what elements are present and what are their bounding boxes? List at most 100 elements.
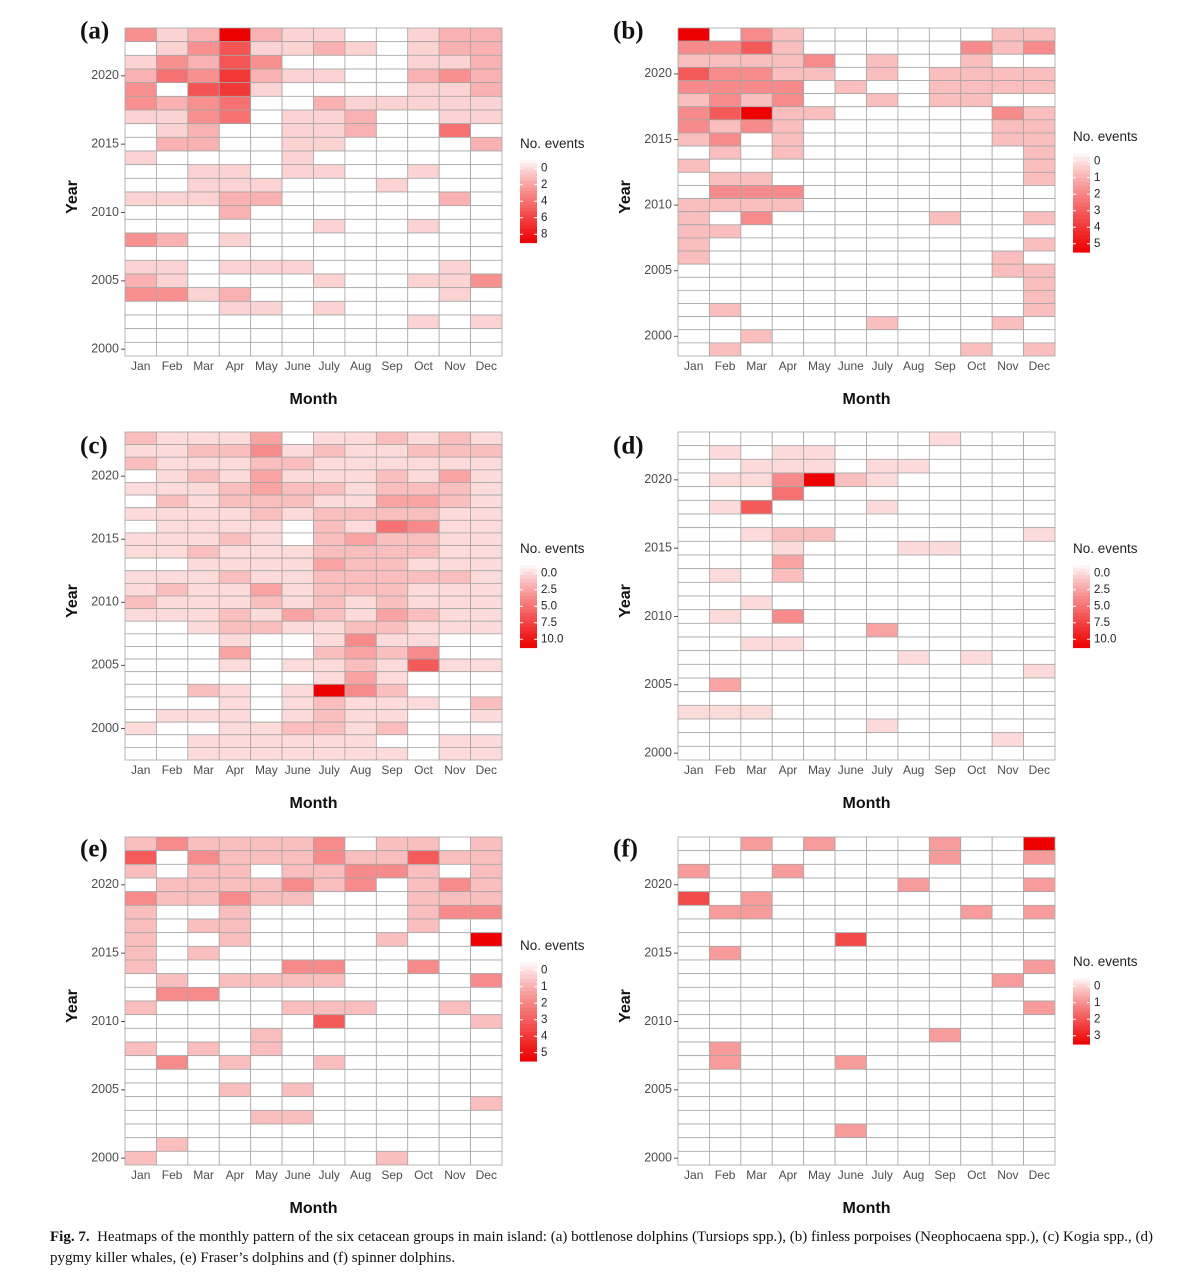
heatmap-cell [803,877,836,893]
heatmap-cell [991,1027,1024,1043]
heatmap-cell [375,1109,409,1125]
heatmap-cell [771,1082,805,1098]
heatmap-cell [771,1123,805,1139]
legend-label: 10.0 [1094,633,1116,645]
heatmap-cell [1023,677,1056,693]
heatmap-cell [281,836,314,852]
heatmap-cell [866,959,899,975]
legend-label: 7.5 [1094,617,1110,629]
heatmap-cell [834,198,867,213]
heatmap-cell [156,341,189,357]
heatmap-cell [250,1137,283,1152]
panel-label: (a) [80,18,109,45]
heatmap-cell [677,445,710,460]
x-tick-label: Nov [444,359,465,373]
heatmap-cell [677,316,710,331]
heatmap-cell [897,650,930,665]
heatmap-cell [124,918,157,934]
heatmap-cell [218,891,252,906]
heatmap-cell [991,289,1024,304]
heatmap-cell [960,732,993,747]
heatmap-cell [677,132,710,147]
heatmap-cell [187,683,220,698]
heatmap-cell [866,691,899,706]
heatmap-cell [344,191,377,207]
heatmap-cell [187,532,220,546]
heatmap-cell [470,836,503,852]
heatmap-cell [281,1137,314,1152]
heatmap-cell [124,570,157,584]
heatmap-cell [1023,527,1056,542]
heatmap-cell [960,342,993,357]
heatmap-cell [124,1055,157,1070]
heatmap-cell [771,472,805,488]
heatmap-cell [313,494,346,509]
heatmap-cell [218,959,252,975]
heatmap-cell [375,456,409,471]
heatmap-cell [991,718,1024,734]
heatmap-cell [187,904,220,920]
heatmap-cell [313,314,346,330]
heatmap-cell [677,431,710,447]
x-tick-label: Nov [997,1168,1018,1182]
heatmap-cell [124,191,157,207]
heatmap-cell [771,445,805,460]
heatmap-cell [250,696,283,710]
heatmap-cell [187,545,220,559]
heatmap-cell [250,959,283,975]
heatmap-cell [709,289,742,304]
heatmap-cell [250,836,283,852]
heatmap-cell [834,316,867,331]
heatmap-cell [803,316,836,331]
heatmap-cell [156,191,189,207]
heatmap-cell [803,40,836,55]
legend-label: 2 [1094,1013,1100,1025]
x-tick-label: June [285,1168,311,1182]
heatmap-cell [438,836,471,852]
heatmap-cell [156,205,189,220]
heatmap-cell [470,959,503,975]
x-axis-title: Month [843,795,891,812]
legend-gradient-step [520,1007,537,1013]
heatmap-cell [438,273,471,289]
y-tick-label: 2010 [91,205,119,219]
heatmap-cell [928,211,962,226]
heatmap-cell [771,581,805,597]
heatmap-cell [375,671,409,685]
heatmap-cell [124,218,157,234]
heatmap-cell [866,211,899,226]
heatmap-cell [438,259,471,275]
heatmap-cell [897,316,930,331]
heatmap-cell [250,1000,283,1016]
heatmap-cell [313,300,346,316]
heatmap-cell [709,93,742,108]
heatmap-cell [834,289,867,304]
heatmap-cell [709,945,742,961]
heatmap-cell [897,237,930,252]
heatmap-cell [771,66,805,81]
heatmap-cell [156,456,189,471]
heatmap-cell [250,1027,283,1043]
heatmap-cell [740,636,773,652]
heatmap-cell [866,329,899,344]
heatmap-cell [187,519,220,534]
heatmap-cell [709,342,742,357]
heatmap-cell [187,595,220,610]
heatmap-cell [375,877,409,893]
heatmap-cell [928,568,962,583]
heatmap-cell [709,745,742,761]
heatmap-cell [250,27,283,43]
heatmap-cell [928,513,962,529]
legend-gradient-step [1073,991,1090,996]
heatmap-cell [250,300,283,316]
heatmap-cell [803,1055,836,1070]
heatmap-cell [771,568,805,583]
heatmap-cell [834,932,867,947]
heatmap-cell [897,1123,930,1139]
heatmap-cell [313,891,346,906]
heatmap-cell [834,1137,867,1152]
heatmap-cell [897,986,930,1002]
heatmap-cell [407,532,440,546]
x-tick-label: Sep [381,359,403,373]
heatmap-cell [866,568,899,583]
